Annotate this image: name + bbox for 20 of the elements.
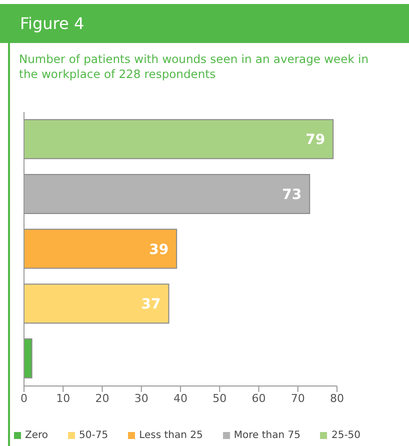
data-label: 37 xyxy=(141,296,161,313)
legend-label: 25-50 xyxy=(331,430,361,441)
data-label: 73 xyxy=(282,186,302,203)
legend-label: Less than 25 xyxy=(139,430,203,441)
legend-label: 50-75 xyxy=(79,430,108,441)
data-label: 79 xyxy=(306,132,326,148)
x-tick-label: 60 xyxy=(252,392,266,405)
x-tick-label: 80 xyxy=(330,392,344,405)
chart-subtitle: Number of patients with wounds seen in an average week in the workplace of 228 respondents xyxy=(19,52,369,82)
x-tick-label: 50 xyxy=(212,392,227,405)
x-tick-label: 40 xyxy=(174,392,188,405)
x-tick-label: 10 xyxy=(56,392,70,405)
x-tick-label: 70 xyxy=(290,392,305,405)
x-tick-label: 0 xyxy=(20,392,28,405)
chart-title: Figure 4 xyxy=(0,4,409,43)
legend-label: Zero xyxy=(25,430,48,441)
x-tick-label: 30 xyxy=(134,392,148,405)
data-label: 39 xyxy=(149,242,169,258)
x-tick-label: 20 xyxy=(95,392,110,405)
legend-label: More than 75 xyxy=(234,430,300,441)
